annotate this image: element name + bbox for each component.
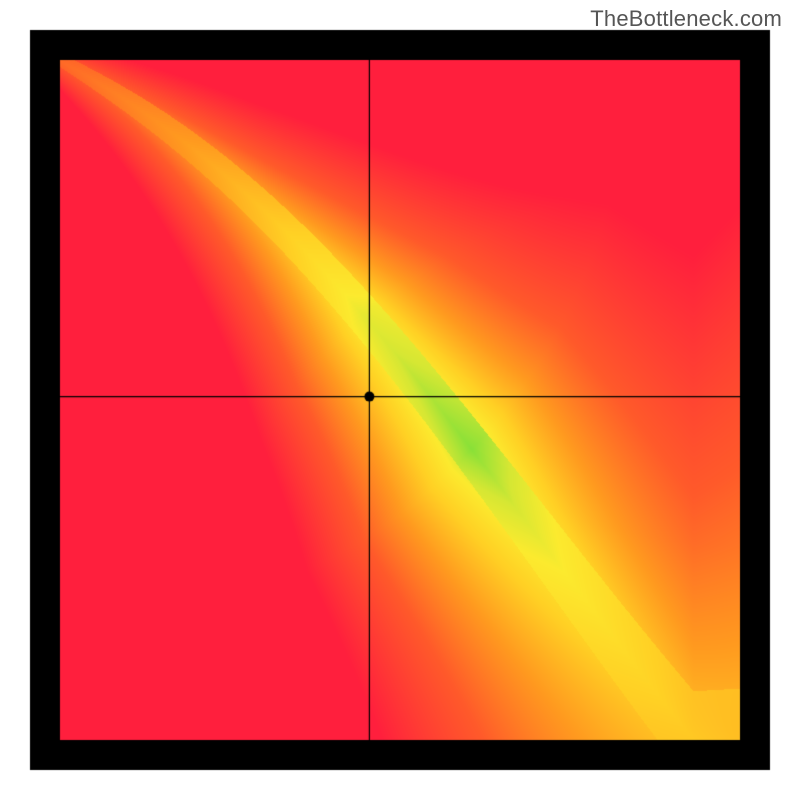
watermark-text: TheBottleneck.com [590,6,782,32]
chart-container: TheBottleneck.com [0,0,800,800]
heatmap-canvas [0,0,800,800]
